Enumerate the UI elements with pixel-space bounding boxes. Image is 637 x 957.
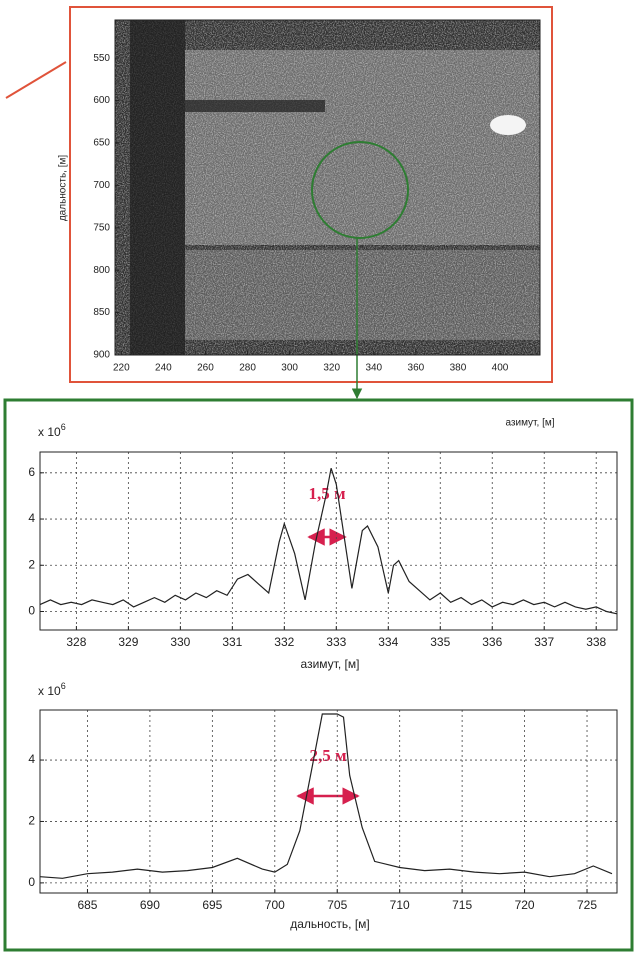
x-axis-label: азимут, [м] — [505, 418, 554, 429]
x-tick-label: 334 — [378, 635, 398, 649]
x-axis-label: азимут, [м] — [301, 657, 360, 671]
x-tick-label: 333 — [326, 635, 346, 649]
y-multiplier-exponent: 6 — [61, 681, 66, 691]
y-tick-label: 4 — [28, 511, 35, 525]
x-tick-label: 695 — [202, 898, 222, 912]
x-tick-label: 338 — [586, 635, 606, 649]
y-multiplier-exponent: 6 — [61, 422, 66, 432]
y-tick-label: 550 — [93, 53, 110, 64]
x-tick-label: 240 — [155, 363, 172, 374]
line — [39, 468, 618, 615]
pointer-arrow — [5, 61, 67, 99]
x-tick-label: 337 — [534, 635, 554, 649]
y-axis-label: дальность, [м] — [58, 155, 69, 222]
profiles-frame — [3, 398, 634, 952]
x-tick-label: 320 — [323, 363, 340, 374]
x-tick-label: 340 — [365, 363, 382, 374]
x-tick-label: 335 — [430, 635, 450, 649]
plot-border — [114, 19, 541, 356]
y-tick-label: 800 — [93, 265, 110, 276]
x-tick-label: 700 — [265, 898, 285, 912]
y-multiplier-base: x 10 — [38, 425, 61, 439]
y-tick-label: 850 — [93, 307, 110, 318]
y-tick-label: 0 — [28, 604, 35, 618]
image-frame — [69, 6, 553, 383]
y-tick-label: 700 — [93, 180, 110, 191]
y-tick-label: 650 — [93, 138, 110, 149]
y-tick-label: 900 — [93, 350, 110, 361]
x-tick-label: 705 — [327, 898, 347, 912]
x-tick-label: 710 — [390, 898, 410, 912]
x-tick-label: 332 — [274, 635, 294, 649]
x-tick-label: 336 — [482, 635, 502, 649]
plot-border — [39, 451, 618, 631]
radar-image — [115, 20, 540, 355]
x-tick-label: 715 — [452, 898, 472, 912]
y-multiplier: x 106 — [38, 422, 66, 439]
x-tick-label: 380 — [450, 363, 467, 374]
x-tick-label: 690 — [140, 898, 160, 912]
x-tick-label: 280 — [239, 363, 256, 374]
y-tick-label: 6 — [28, 465, 35, 479]
line — [39, 713, 613, 879]
y-multiplier-base: x 10 — [38, 684, 61, 698]
x-tick-label: 329 — [118, 635, 138, 649]
x-tick-label: 328 — [66, 635, 86, 649]
x-tick-label: 300 — [281, 363, 298, 374]
y-tick-label: 600 — [93, 95, 110, 106]
y-tick-label: 2 — [28, 814, 35, 828]
x-tick-label: 685 — [77, 898, 97, 912]
x-tick-label: 725 — [577, 898, 597, 912]
y-tick-label: 750 — [93, 222, 110, 233]
x-tick-label: 360 — [408, 363, 425, 374]
y-tick-label: 4 — [28, 752, 35, 766]
x-tick-label: 720 — [515, 898, 535, 912]
y-tick-label: 2 — [28, 557, 35, 571]
x-axis-label: дальность, [м] — [290, 917, 370, 931]
x-tick-label: 260 — [197, 363, 214, 374]
x-tick-label: 330 — [170, 635, 190, 649]
x-tick-label: 400 — [492, 363, 509, 374]
plot-border — [39, 709, 618, 894]
y-tick-label: 0 — [28, 875, 35, 889]
y-multiplier: x 106 — [38, 681, 66, 698]
x-tick-label: 220 — [113, 363, 130, 374]
x-tick-label: 331 — [222, 635, 242, 649]
